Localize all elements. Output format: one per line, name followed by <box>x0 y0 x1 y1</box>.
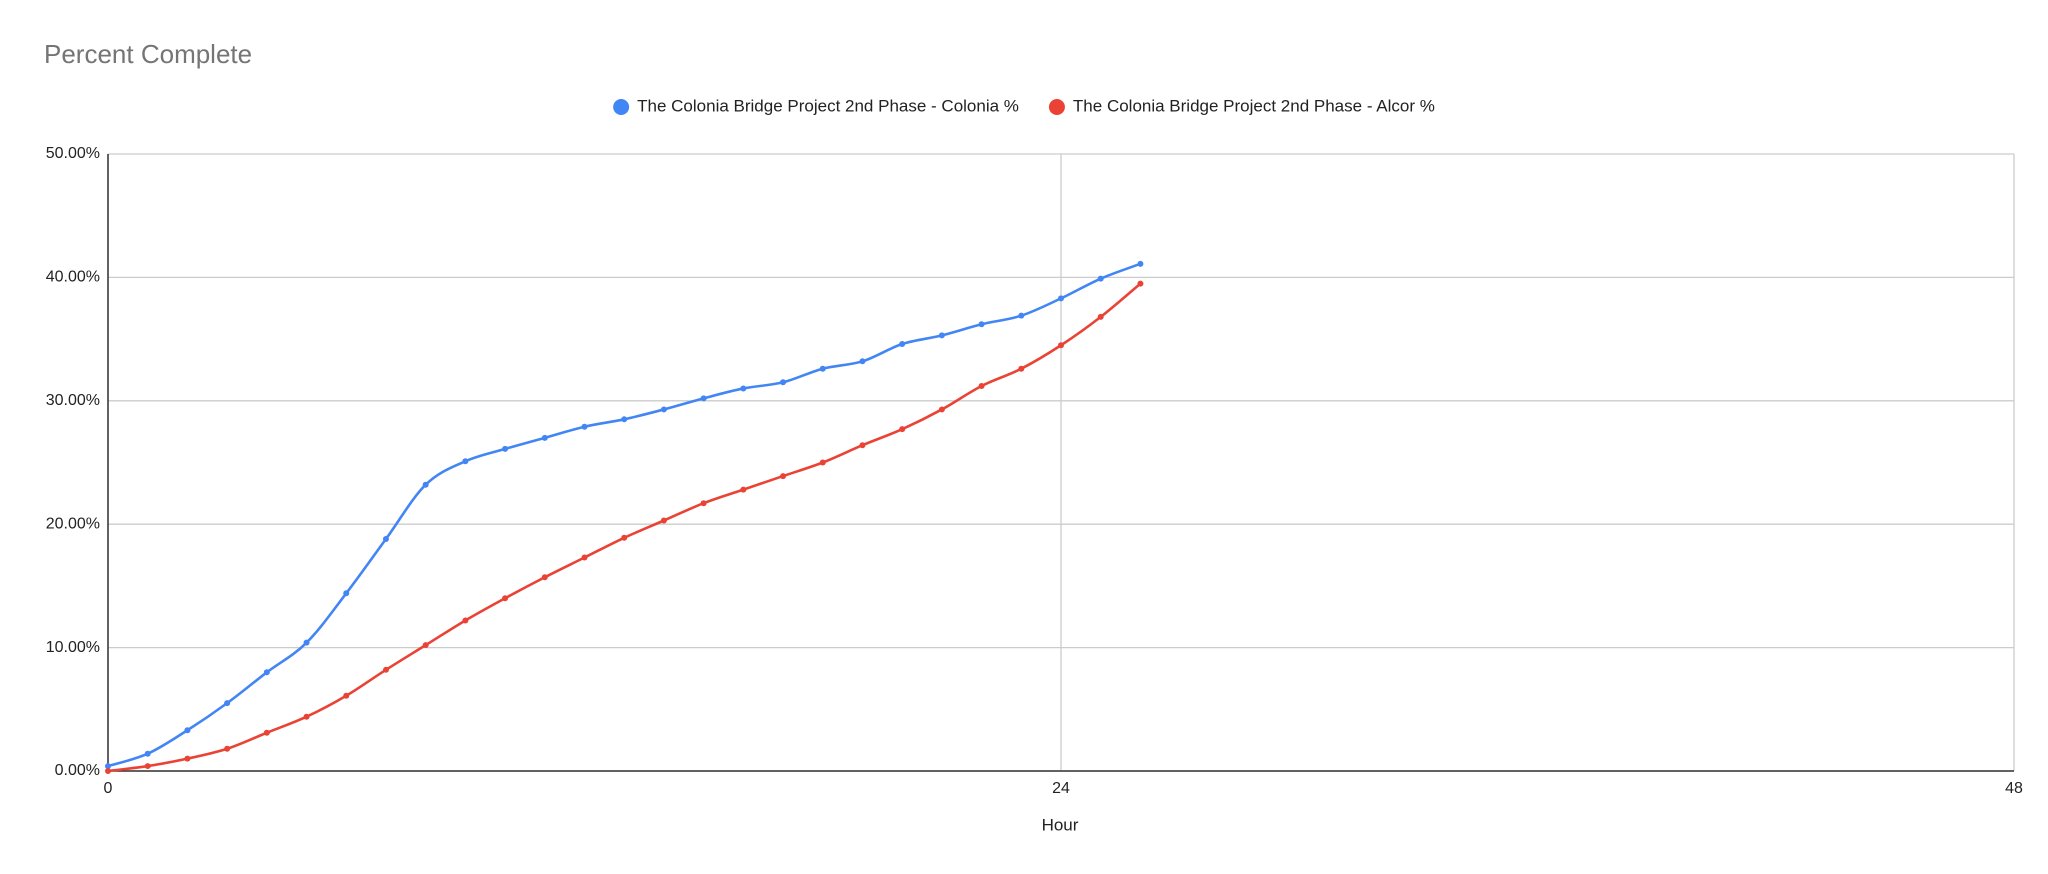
point <box>899 426 906 433</box>
point <box>502 595 509 602</box>
point <box>144 750 151 757</box>
legend-label: The Colonia Bridge Project 2nd Phase - A… <box>1073 96 1435 115</box>
point <box>263 669 270 676</box>
point <box>660 517 667 524</box>
line <box>107 282 1142 773</box>
point <box>303 639 310 646</box>
point <box>144 763 151 770</box>
point <box>1018 312 1025 319</box>
legend: The Colonia Bridge Project 2nd Phase - C… <box>613 96 1435 115</box>
point <box>978 382 985 389</box>
point <box>263 729 270 736</box>
line <box>107 262 1141 768</box>
point <box>621 416 628 423</box>
point <box>105 768 111 774</box>
point <box>621 534 628 541</box>
point <box>303 713 310 720</box>
y-tick-label: 20.00% <box>46 515 100 532</box>
legend-item: The Colonia Bridge Project 2nd Phase - A… <box>1048 96 1435 115</box>
point <box>1058 295 1064 302</box>
point <box>1137 280 1144 287</box>
legend-label: The Colonia Bridge Project 2nd Phase - C… <box>637 96 1019 115</box>
point <box>660 406 667 413</box>
point <box>819 365 826 372</box>
point <box>422 481 429 488</box>
y-tick-label: 30.00% <box>46 392 100 409</box>
legend-marker <box>613 99 630 115</box>
point <box>184 755 191 762</box>
point <box>780 379 787 386</box>
y-tick-label: 10.00% <box>46 639 100 656</box>
x-tick-label: 48 <box>2005 780 2023 797</box>
point <box>184 727 191 734</box>
point <box>780 473 787 480</box>
point <box>1018 365 1025 372</box>
x-tick-label: 24 <box>1052 780 1070 797</box>
point <box>1097 275 1104 282</box>
point <box>224 700 231 707</box>
point <box>1137 260 1144 267</box>
point <box>343 590 350 597</box>
point <box>382 536 389 543</box>
point <box>700 500 707 507</box>
point <box>581 423 588 430</box>
x-tick-label: 0 <box>104 780 113 797</box>
point <box>343 692 350 699</box>
point <box>1058 342 1064 349</box>
point <box>382 666 389 673</box>
point <box>819 459 826 466</box>
point <box>859 442 866 449</box>
point <box>740 385 747 392</box>
point <box>462 617 469 624</box>
x-axis-label: Hour <box>1042 815 1079 834</box>
point <box>502 445 509 452</box>
point <box>700 395 707 402</box>
point <box>740 486 747 493</box>
point <box>541 574 548 581</box>
point <box>581 554 588 561</box>
y-tick-label: 50.00% <box>46 145 100 162</box>
y-tick-label: 0.00% <box>55 762 100 779</box>
y-tick-label: 40.00% <box>46 269 100 286</box>
legend-item: The Colonia Bridge Project 2nd Phase - C… <box>613 96 1019 115</box>
legend-marker <box>1048 99 1065 115</box>
point <box>978 321 985 328</box>
chart-title: Percent Complete <box>44 39 252 69</box>
point <box>224 745 231 752</box>
point <box>422 642 429 649</box>
point <box>541 434 548 441</box>
point <box>938 406 945 413</box>
point <box>1097 313 1104 320</box>
point <box>899 341 906 348</box>
point <box>462 458 469 465</box>
point <box>105 763 111 770</box>
point <box>938 332 945 339</box>
point <box>859 358 866 365</box>
